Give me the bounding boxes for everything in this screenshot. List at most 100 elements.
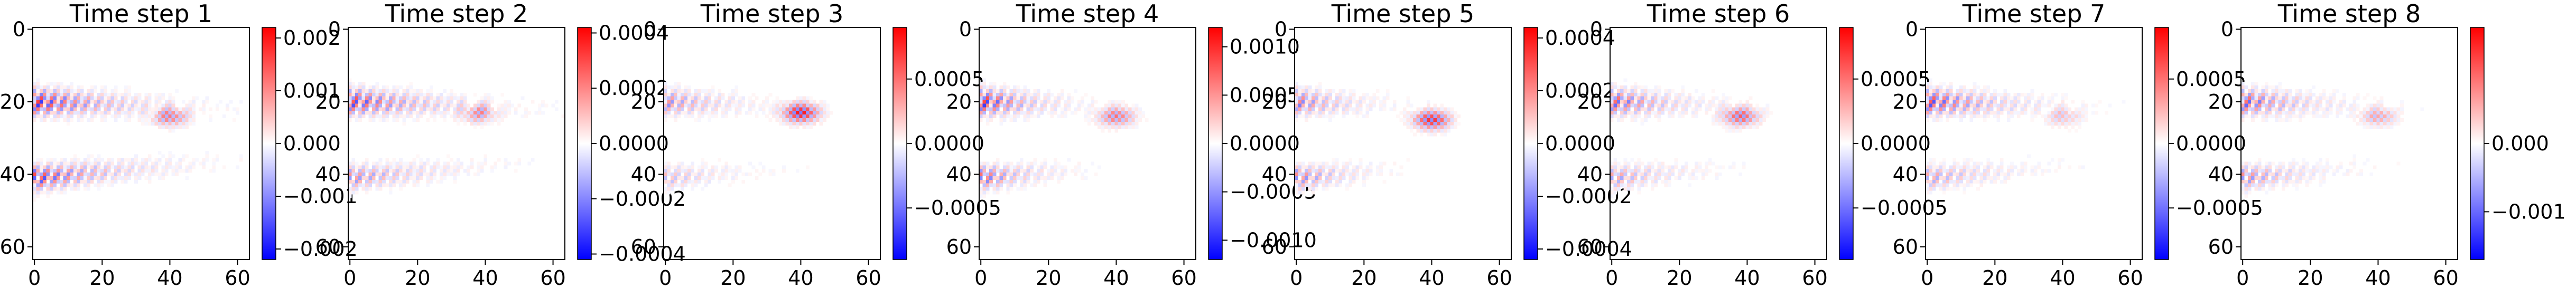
heatmap-cell — [677, 107, 681, 111]
heatmap-cell — [2006, 169, 2011, 173]
heatmap-cell — [147, 121, 152, 126]
heatmap-cell — [382, 92, 386, 97]
heatmap-cell — [989, 169, 993, 173]
heatmap-cell — [1026, 169, 1030, 173]
y-tick-label: 0 — [328, 17, 341, 41]
heatmap-cell — [1637, 111, 1641, 115]
heatmap-cell — [1030, 96, 1034, 100]
heatmap-cell — [1765, 103, 1770, 108]
heatmap-cell — [2309, 100, 2312, 104]
heatmap-cell — [2329, 96, 2333, 100]
heatmap-cell — [77, 165, 80, 169]
heatmap-cell — [2271, 85, 2275, 90]
heatmap-cell — [446, 103, 450, 108]
heatmap-cell — [39, 165, 43, 169]
heatmap-cell — [2244, 173, 2248, 177]
heatmap-cell — [1002, 96, 1007, 100]
heatmap-cell — [1963, 96, 1967, 100]
heatmap-cell — [2386, 125, 2391, 129]
heatmap-cell — [154, 161, 159, 166]
heatmap-cell — [799, 96, 803, 100]
heatmap-cell — [1979, 89, 1984, 93]
heatmap-cell — [694, 96, 698, 100]
heatmap-cell — [691, 173, 694, 177]
heatmap-cell — [1973, 179, 1977, 184]
heatmap-cell — [1623, 158, 1628, 162]
heatmap-cell — [2006, 173, 2011, 177]
heatmap-cell — [1335, 179, 1339, 184]
x-tick-label: 60 — [225, 266, 250, 290]
heatmap-cell — [63, 114, 67, 119]
heatmap-cell — [1087, 111, 1091, 115]
heatmap-cell — [1026, 176, 1030, 180]
heatmap-cell — [1023, 111, 1027, 115]
heatmap-cell — [985, 85, 990, 90]
heatmap-cell — [457, 114, 460, 119]
heatmap-cell — [399, 100, 403, 104]
heatmap-cell — [1033, 107, 1037, 111]
heatmap-cell — [87, 161, 91, 166]
heatmap-cell — [80, 179, 84, 184]
heatmap-cell — [1379, 161, 1383, 166]
heatmap-cell — [1691, 176, 1695, 180]
heatmap-cell — [385, 176, 389, 180]
heatmap-cell — [1026, 92, 1030, 97]
y-tick-label: 0 — [1590, 17, 1603, 41]
heatmap-cell — [1610, 190, 1614, 195]
heatmap-cell — [2068, 107, 2071, 111]
heatmap-cell — [467, 169, 470, 173]
heatmap-cell — [1650, 165, 1654, 169]
heatmap-cell — [1667, 107, 1671, 111]
heatmap-cell — [497, 118, 501, 122]
heatmap-cell — [239, 154, 243, 158]
heatmap-cell — [1332, 158, 1336, 162]
heatmap-cell — [1637, 190, 1641, 195]
heatmap-cell — [1318, 100, 1322, 104]
heatmap-cell — [487, 103, 491, 108]
heatmap-cell — [992, 187, 997, 191]
heatmap-cell — [2319, 165, 2323, 169]
heatmap-cell — [36, 107, 40, 111]
heatmap-cell — [684, 183, 688, 187]
heatmap-cell — [704, 161, 708, 166]
heatmap-cell — [1712, 114, 1715, 119]
heatmap-cell — [1328, 169, 1332, 173]
heatmap-cell — [1769, 111, 1773, 115]
heatmap-cell — [1735, 111, 1739, 115]
heatmap-cell — [1616, 165, 1621, 169]
heatmap-cell — [2285, 96, 2289, 100]
heatmap-cell — [812, 111, 816, 115]
heatmap-cell — [127, 103, 132, 108]
heatmap-cell — [1637, 114, 1641, 119]
heatmap-cell — [494, 114, 498, 119]
heatmap-cell — [687, 107, 691, 111]
heatmap-cell — [1426, 114, 1430, 119]
heatmap-cell — [1101, 118, 1105, 122]
heatmap-cell — [56, 161, 60, 166]
heatmap-cell — [1932, 89, 1936, 93]
heatmap-cell — [1295, 169, 1298, 173]
heatmap-cell — [2352, 100, 2357, 104]
heatmap-cell — [816, 111, 820, 115]
heatmap-cell — [1681, 103, 1685, 108]
heatmap-cell — [368, 103, 373, 108]
heatmap-cell — [416, 89, 420, 93]
heatmap-cell — [1295, 183, 1298, 187]
heatmap-cell — [1420, 125, 1424, 129]
heatmap-cell — [1678, 100, 1681, 104]
heatmap-cell — [751, 100, 756, 104]
heatmap-cell — [1735, 103, 1739, 108]
heatmap-cell — [775, 103, 779, 108]
heatmap-cell — [433, 107, 436, 111]
heatmap-cell — [392, 89, 396, 93]
heatmap-cell — [1725, 125, 1729, 129]
heatmap-cell — [2271, 173, 2275, 177]
heatmap-cell — [2000, 111, 2004, 115]
heatmap-cell — [110, 114, 115, 119]
heatmap-cell — [1644, 179, 1648, 184]
heatmap-cell — [809, 107, 813, 111]
heatmap-cell — [537, 103, 542, 108]
heatmap-cell — [1657, 100, 1661, 104]
heatmap-cell — [73, 100, 77, 104]
heatmap-cell — [1752, 107, 1756, 111]
